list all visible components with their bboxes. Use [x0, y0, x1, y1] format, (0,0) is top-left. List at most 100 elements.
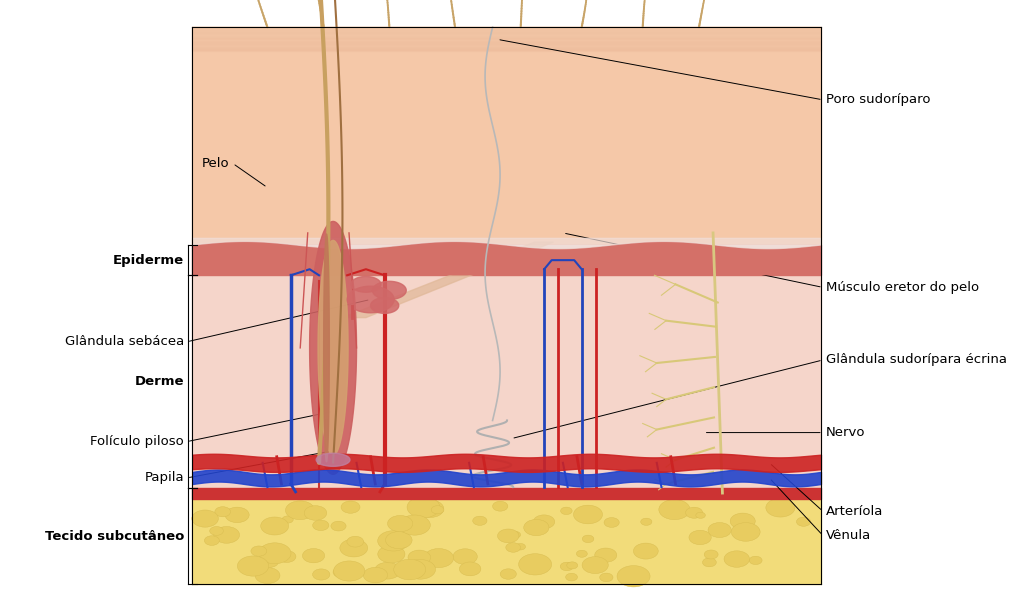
- Polygon shape: [193, 499, 821, 584]
- Text: Nervo: Nervo: [825, 426, 865, 439]
- Circle shape: [515, 543, 525, 550]
- Circle shape: [386, 532, 412, 549]
- Polygon shape: [318, 240, 348, 456]
- Circle shape: [347, 536, 364, 547]
- Circle shape: [498, 529, 519, 543]
- Circle shape: [312, 520, 329, 531]
- Polygon shape: [193, 43, 821, 44]
- Circle shape: [375, 562, 400, 579]
- Circle shape: [686, 507, 702, 518]
- Circle shape: [215, 507, 230, 517]
- Polygon shape: [324, 234, 330, 462]
- Text: Papila: Papila: [144, 471, 184, 485]
- Circle shape: [238, 556, 268, 576]
- Text: Pelo: Pelo: [203, 157, 229, 170]
- Circle shape: [583, 535, 594, 543]
- Circle shape: [595, 548, 616, 562]
- Circle shape: [312, 569, 330, 580]
- Text: Glândula sebácea: Glândula sebácea: [65, 335, 184, 348]
- Polygon shape: [373, 281, 407, 299]
- Circle shape: [634, 543, 658, 559]
- Circle shape: [408, 550, 431, 564]
- Circle shape: [705, 550, 718, 559]
- Polygon shape: [347, 286, 394, 313]
- Circle shape: [333, 567, 349, 578]
- Polygon shape: [193, 241, 821, 275]
- Circle shape: [604, 518, 620, 528]
- Circle shape: [696, 512, 706, 518]
- Polygon shape: [193, 488, 821, 499]
- Circle shape: [399, 515, 430, 535]
- Circle shape: [573, 505, 602, 524]
- Circle shape: [394, 559, 426, 580]
- Circle shape: [797, 517, 811, 526]
- Circle shape: [510, 531, 520, 538]
- Circle shape: [577, 550, 588, 557]
- Circle shape: [658, 500, 690, 520]
- Circle shape: [282, 516, 293, 523]
- Circle shape: [582, 557, 608, 574]
- Circle shape: [286, 501, 314, 520]
- Polygon shape: [193, 38, 821, 39]
- Polygon shape: [193, 238, 821, 249]
- Circle shape: [255, 567, 280, 584]
- Circle shape: [460, 562, 481, 576]
- Polygon shape: [193, 245, 821, 251]
- Polygon shape: [371, 298, 398, 313]
- Circle shape: [702, 558, 717, 567]
- Circle shape: [617, 566, 650, 587]
- Circle shape: [560, 507, 572, 515]
- Circle shape: [340, 539, 368, 557]
- Circle shape: [566, 562, 578, 569]
- Circle shape: [600, 573, 613, 581]
- Circle shape: [730, 513, 756, 529]
- Circle shape: [278, 551, 296, 563]
- Polygon shape: [193, 27, 821, 245]
- Circle shape: [378, 531, 410, 551]
- Circle shape: [641, 518, 652, 525]
- Circle shape: [500, 569, 516, 579]
- Circle shape: [341, 501, 360, 513]
- Polygon shape: [351, 276, 381, 292]
- Circle shape: [731, 523, 760, 541]
- Polygon shape: [316, 453, 350, 466]
- Text: Folículo piloso: Folículo piloso: [90, 435, 184, 448]
- Circle shape: [334, 561, 365, 581]
- Circle shape: [424, 549, 454, 567]
- Circle shape: [560, 562, 573, 571]
- Circle shape: [724, 551, 750, 567]
- Circle shape: [506, 543, 520, 552]
- Polygon shape: [193, 41, 821, 42]
- Circle shape: [251, 546, 267, 556]
- Circle shape: [473, 516, 487, 525]
- Text: Derme: Derme: [134, 375, 184, 388]
- Circle shape: [210, 526, 223, 535]
- Polygon shape: [193, 50, 821, 51]
- Circle shape: [406, 560, 435, 579]
- Circle shape: [302, 549, 325, 563]
- Polygon shape: [193, 245, 821, 275]
- Circle shape: [205, 536, 219, 545]
- Circle shape: [214, 526, 240, 543]
- Polygon shape: [193, 48, 821, 49]
- Circle shape: [523, 519, 549, 535]
- Polygon shape: [193, 275, 821, 488]
- Polygon shape: [193, 47, 821, 48]
- Polygon shape: [309, 221, 356, 474]
- Text: Arteríola: Arteríola: [825, 505, 883, 518]
- Circle shape: [304, 506, 327, 520]
- Circle shape: [331, 521, 346, 531]
- Circle shape: [225, 507, 249, 523]
- Circle shape: [364, 567, 387, 583]
- Polygon shape: [342, 242, 554, 318]
- Text: Poro sudoríparo: Poro sudoríparo: [825, 93, 930, 106]
- Circle shape: [750, 556, 762, 564]
- Text: Epiderme: Epiderme: [113, 253, 184, 267]
- Circle shape: [408, 497, 440, 518]
- Circle shape: [259, 555, 279, 567]
- Circle shape: [378, 545, 404, 563]
- Polygon shape: [193, 44, 821, 45]
- Circle shape: [708, 523, 731, 537]
- Text: Músculo eretor do pelo: Músculo eretor do pelo: [825, 281, 979, 294]
- Polygon shape: [193, 49, 821, 50]
